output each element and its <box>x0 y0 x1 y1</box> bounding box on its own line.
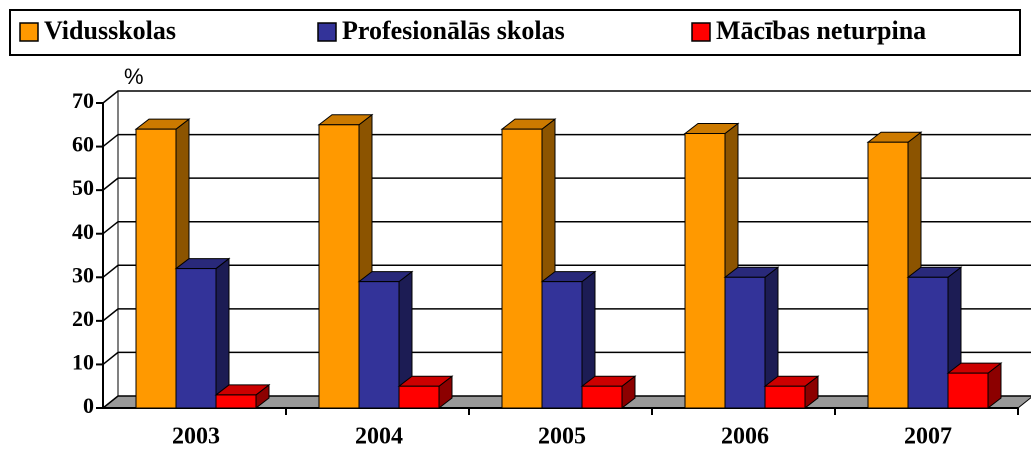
bar <box>867 141 909 409</box>
legend-swatch <box>19 22 39 42</box>
bar-side <box>215 257 230 410</box>
x-tick-label: 2003 <box>172 424 220 450</box>
bar <box>764 385 806 409</box>
y-tick-label: 50 <box>72 175 94 200</box>
y-tick-label: 60 <box>72 132 94 157</box>
y-tick-label: 30 <box>72 262 94 287</box>
legend-label: Profesionālās skolas <box>342 16 565 45</box>
bar <box>398 385 440 409</box>
bar <box>501 128 543 409</box>
unit-label: % <box>124 64 144 89</box>
bar <box>135 128 177 409</box>
y-tick-label: 70 <box>72 88 94 113</box>
bar <box>541 281 583 409</box>
legend-swatch <box>691 22 711 42</box>
bar <box>581 385 623 409</box>
legend-label: Mācības neturpina <box>716 16 926 45</box>
bar <box>215 394 257 409</box>
y-tick-label: 40 <box>72 219 94 244</box>
bar <box>907 276 949 409</box>
x-tick-label: 2006 <box>721 424 769 450</box>
bar <box>684 133 726 409</box>
bar <box>175 268 217 409</box>
y-tick-label: 10 <box>72 349 94 374</box>
legend-swatch <box>317 22 337 42</box>
y-tick-label: 20 <box>72 306 94 331</box>
x-tick-label: 2005 <box>538 424 586 450</box>
legend-label: Vidusskolas <box>44 16 176 45</box>
bar <box>724 276 766 409</box>
x-tick-label: 2004 <box>355 424 403 450</box>
bar <box>358 281 400 409</box>
bar <box>318 124 360 409</box>
bar <box>947 372 989 409</box>
y-tick-label: 0 <box>83 393 94 418</box>
x-tick-label: 2007 <box>904 424 952 450</box>
legend-box <box>9 9 1021 56</box>
grid-line <box>102 90 1031 104</box>
